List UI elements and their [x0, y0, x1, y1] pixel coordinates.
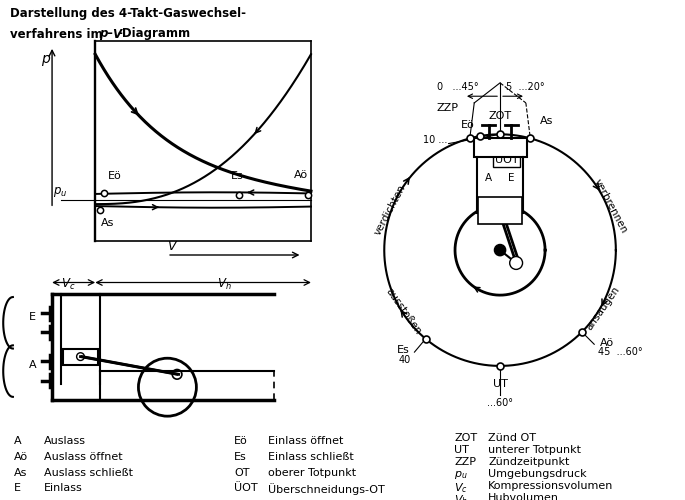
- Text: p: p: [40, 52, 49, 66]
- Text: 5  ...20°: 5 ...20°: [506, 82, 545, 92]
- Text: Auslass: Auslass: [44, 436, 86, 446]
- Text: ZOT: ZOT: [488, 112, 512, 122]
- Text: 15°: 15°: [516, 138, 533, 147]
- Circle shape: [77, 352, 84, 360]
- Text: ausstoßen: ausstoßen: [384, 286, 423, 337]
- Circle shape: [495, 244, 506, 256]
- Text: p: p: [99, 28, 108, 40]
- Text: Zündzeitpunkt: Zündzeitpunkt: [488, 458, 570, 468]
- Text: Eö: Eö: [234, 436, 248, 446]
- Text: Einlass: Einlass: [44, 484, 83, 494]
- Text: $p_u$: $p_u$: [454, 470, 468, 482]
- Text: Es: Es: [397, 345, 410, 355]
- Text: UT: UT: [454, 446, 469, 456]
- Text: $p_u$: $p_u$: [53, 184, 68, 198]
- Text: ansaugen: ansaugen: [584, 284, 622, 332]
- Text: Eö: Eö: [460, 120, 474, 130]
- Text: verbrennen: verbrennen: [592, 178, 629, 236]
- Text: Eö: Eö: [108, 172, 122, 181]
- Text: $V_h$: $V_h$: [454, 494, 469, 500]
- Text: Aö: Aö: [14, 452, 28, 462]
- Text: Umgebungsdruck: Umgebungsdruck: [488, 470, 587, 480]
- Circle shape: [510, 256, 523, 270]
- Text: ZZP: ZZP: [454, 458, 477, 468]
- Text: Zünd OT: Zünd OT: [488, 433, 536, 443]
- Text: Es: Es: [230, 172, 243, 181]
- Circle shape: [172, 370, 182, 379]
- Text: Auslass öffnet: Auslass öffnet: [44, 452, 123, 462]
- Text: E: E: [29, 312, 36, 322]
- Text: 0   ...45°: 0 ...45°: [437, 82, 479, 92]
- Text: Aö: Aö: [600, 338, 614, 348]
- Circle shape: [138, 358, 197, 416]
- Text: As: As: [14, 468, 27, 477]
- Text: Kompressionsvolumen: Kompressionsvolumen: [488, 482, 614, 492]
- Text: ...60°: ...60°: [487, 398, 513, 408]
- Text: UT: UT: [493, 379, 508, 389]
- Text: $V_c$: $V_c$: [61, 277, 75, 292]
- Text: Auslass schließt: Auslass schließt: [44, 468, 133, 477]
- Text: A: A: [14, 436, 21, 446]
- Text: Aö: Aö: [294, 170, 308, 180]
- Text: V: V: [112, 28, 121, 40]
- Text: verdichten: verdichten: [373, 183, 408, 237]
- Text: 40: 40: [399, 355, 411, 365]
- Text: Überschneidungs-OT: Überschneidungs-OT: [268, 484, 385, 495]
- Text: Einlass öffnet: Einlass öffnet: [268, 436, 343, 446]
- Bar: [473, 138, 527, 157]
- Text: $V_h$: $V_h$: [218, 277, 232, 292]
- Text: A: A: [485, 172, 493, 182]
- Text: As: As: [539, 116, 553, 126]
- Text: OT: OT: [234, 468, 249, 477]
- Bar: [63, 348, 98, 364]
- Text: As: As: [101, 218, 114, 228]
- Text: –: –: [106, 28, 112, 40]
- Text: ÜOT: ÜOT: [234, 484, 258, 494]
- Text: Einlass schließt: Einlass schließt: [268, 452, 353, 462]
- Text: 10 ...: 10 ...: [423, 135, 447, 145]
- Text: unterer Totpunkt: unterer Totpunkt: [488, 446, 582, 456]
- Text: verfahrens im: verfahrens im: [10, 28, 107, 40]
- Text: ZOT: ZOT: [454, 433, 477, 443]
- Bar: [478, 197, 522, 224]
- Text: Hubvolumen: Hubvolumen: [488, 494, 560, 500]
- Text: $V$: $V$: [167, 240, 178, 252]
- Text: ÜOT: ÜOT: [495, 155, 519, 165]
- Text: $V_c$: $V_c$: [454, 482, 468, 495]
- Text: oberer Totpunkt: oberer Totpunkt: [268, 468, 356, 477]
- Text: E: E: [508, 172, 514, 182]
- Text: E: E: [14, 484, 21, 494]
- Text: -Diagramm: -Diagramm: [118, 28, 191, 40]
- Text: Es: Es: [234, 452, 247, 462]
- Text: Darstellung des 4-Takt-Gaswechsel-: Darstellung des 4-Takt-Gaswechsel-: [10, 8, 247, 20]
- Text: ZZP: ZZP: [436, 103, 459, 113]
- Text: A: A: [29, 360, 36, 370]
- Text: 45  ...60°: 45 ...60°: [598, 346, 643, 356]
